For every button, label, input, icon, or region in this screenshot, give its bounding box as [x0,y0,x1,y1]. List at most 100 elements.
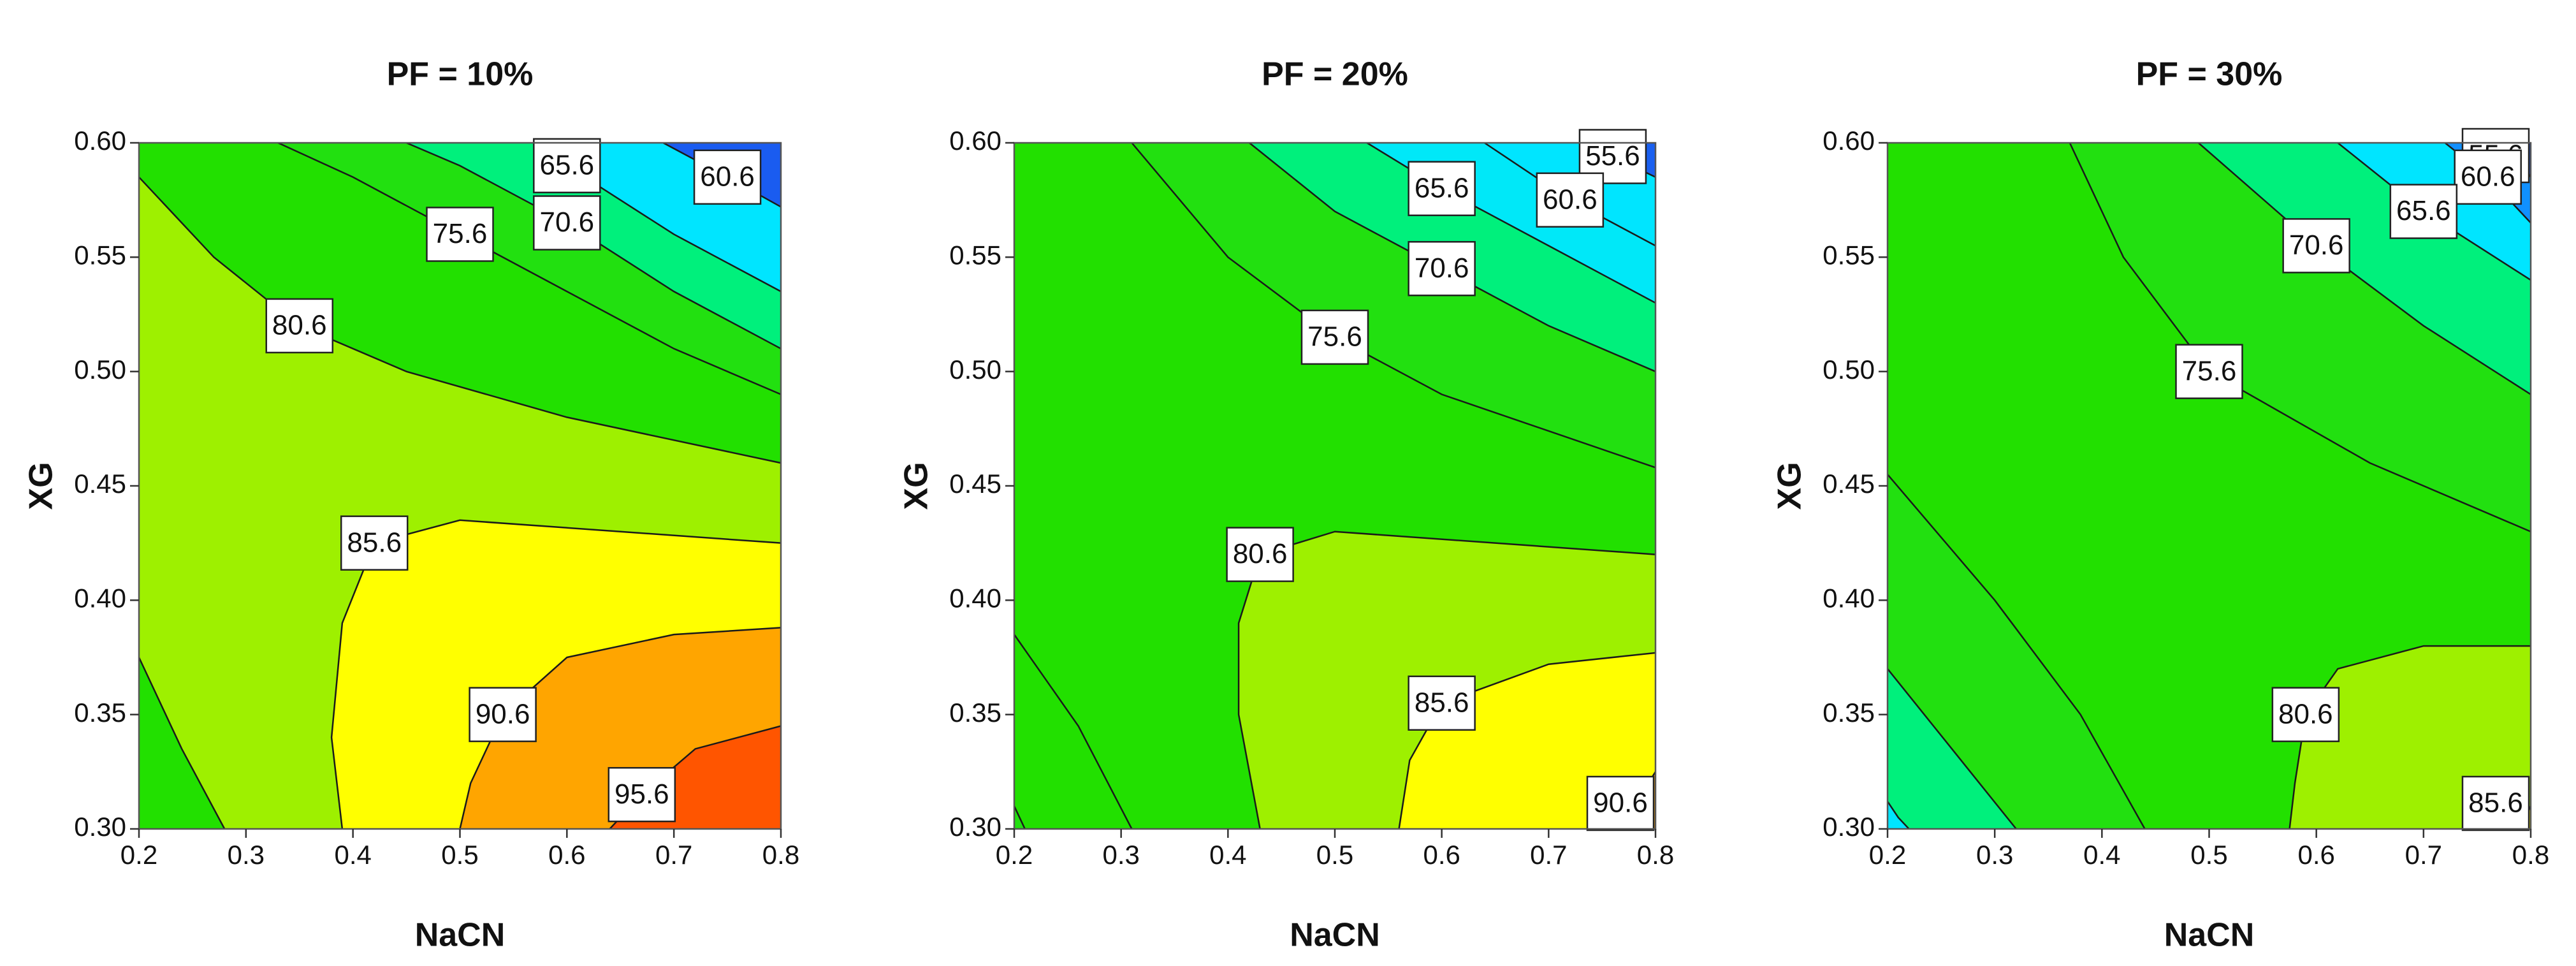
contour-label: 90.6 [476,698,530,729]
x-tick-label: 0.4 [334,840,371,870]
x-tick-label: 0.8 [2512,840,2549,870]
contour-label-box [608,766,676,823]
y-tick-label: 0.40 [74,583,126,613]
x-tick-label: 0.5 [441,840,478,870]
contour-line [1366,142,1656,304]
contour-label-box [2389,184,2458,239]
contour-label-box [2461,775,2530,831]
contour-label: 85.6 [2468,787,2523,819]
contour-label-box [1536,172,1605,228]
y-tick-label: 0.40 [949,583,1001,613]
contour-line [1887,142,2531,830]
contour-label-box [2175,344,2243,399]
y-tick-label: 0.60 [1823,126,1875,156]
contour-label: 60.6 [1543,184,1597,215]
y-tick-label: 0.30 [74,812,126,842]
chart-title: PF = 20% [1262,56,1408,93]
contour-label-box [533,138,601,194]
x-tick-label: 0.5 [2190,840,2227,870]
contour-label-box [340,515,409,571]
x-tick-label: 0.2 [120,840,157,870]
x-tick-label: 0.7 [655,840,692,870]
contour-label: 65.6 [540,149,595,180]
contour-label: 60.6 [700,161,755,192]
contour-label-box [533,195,601,251]
contour-label: 70.6 [2289,230,2344,261]
x-tick-label: 0.6 [548,840,585,870]
contour-label-box [2282,218,2350,274]
x-tick-label: 0.6 [1423,840,1460,870]
y-axis-label: XG [898,462,935,509]
contour-label-box [2454,149,2522,205]
y-tick-label: 0.55 [1823,240,1875,270]
x-axis-label: NaCN [415,917,506,954]
contour-label-box [1300,309,1369,365]
x-tick-label: 0.2 [996,840,1033,870]
y-tick-label: 0.60 [74,126,126,156]
y-tick-label: 0.50 [74,355,126,384]
y-tick-label: 0.55 [949,240,1001,270]
contour-label-box [2271,687,2340,742]
contour-label-box [1586,775,1655,831]
x-tick-label: 0.3 [228,840,265,870]
y-tick-label: 0.45 [1823,469,1875,499]
y-tick-label: 0.45 [949,469,1001,499]
y-tick-label: 0.35 [1823,698,1875,728]
y-tick-label: 0.45 [74,469,126,499]
x-tick-label: 0.3 [1976,840,2013,870]
x-tick-label: 0.7 [1530,840,1567,870]
contour-label: 90.6 [1593,787,1648,819]
plot-1: 55.6 60.6 65.6 70.6 75.6 80.6 85.6 90.6 [1013,129,1657,831]
contour-label: 65.6 [2396,195,2451,226]
x-tick-label: 0.8 [1637,840,1674,870]
contour-label-box [1408,241,1476,296]
y-tick-label: 0.50 [949,355,1001,384]
contour-label-box [1226,527,1294,582]
y-tick-label: 0.35 [949,698,1001,728]
x-axis-label: NaCN [2164,917,2255,954]
y-axis-label: XG [1772,462,1808,509]
contour-label-box [265,298,333,354]
x-axis-label: NaCN [1290,917,1380,954]
contour-label: 75.6 [1307,321,1362,352]
contour-line [277,142,782,395]
contour-label: 60.6 [2461,161,2515,192]
contour-label: 65.6 [1415,172,1469,203]
contour-label-box [693,149,762,205]
x-tick-label: 0.4 [2083,840,2120,870]
y-tick-label: 0.55 [74,240,126,270]
contour-label: 85.6 [347,527,402,558]
contour-label-box [1408,161,1476,216]
y-tick-label: 0.60 [949,126,1001,156]
contour-label: 75.6 [433,218,488,249]
y-tick-label: 0.30 [1823,812,1875,842]
contour-label: 80.6 [272,310,327,341]
plot-2: 55.660.665.670.675.680.685.6 [1886,128,2532,831]
x-tick-label: 0.6 [2297,840,2334,870]
x-tick-label: 0.7 [2405,840,2442,870]
contour-label: 85.6 [1415,687,1469,718]
plot-0: 60.6 65.6 70.6 75.6 80.6 85.6 90.6 95.6 [138,138,782,830]
contour-label: 75.6 [2182,355,2237,386]
y-tick-label: 0.35 [74,698,126,728]
contour-line [459,627,782,830]
contour-label-box [426,207,494,262]
x-tick-label: 0.3 [1102,840,1139,870]
y-axis-label: XG [23,462,60,509]
contour-label: 70.6 [1415,252,1469,284]
contour-label: 70.6 [540,207,595,238]
x-tick-label: 0.8 [762,840,799,870]
contour-label: 80.6 [2278,698,2333,729]
contour-label-box [1408,675,1476,731]
y-tick-label: 0.50 [1823,355,1875,384]
chart-title: PF = 30% [2136,56,2283,93]
x-tick-label: 0.4 [1209,840,1246,870]
chart-title: PF = 10% [387,56,534,93]
contour-label-box [469,687,537,742]
y-tick-label: 0.40 [1823,583,1875,613]
y-tick-label: 0.30 [949,812,1001,842]
contour-label: 80.6 [1233,538,1288,569]
x-tick-label: 0.5 [1316,840,1353,870]
contour-line [138,176,782,830]
